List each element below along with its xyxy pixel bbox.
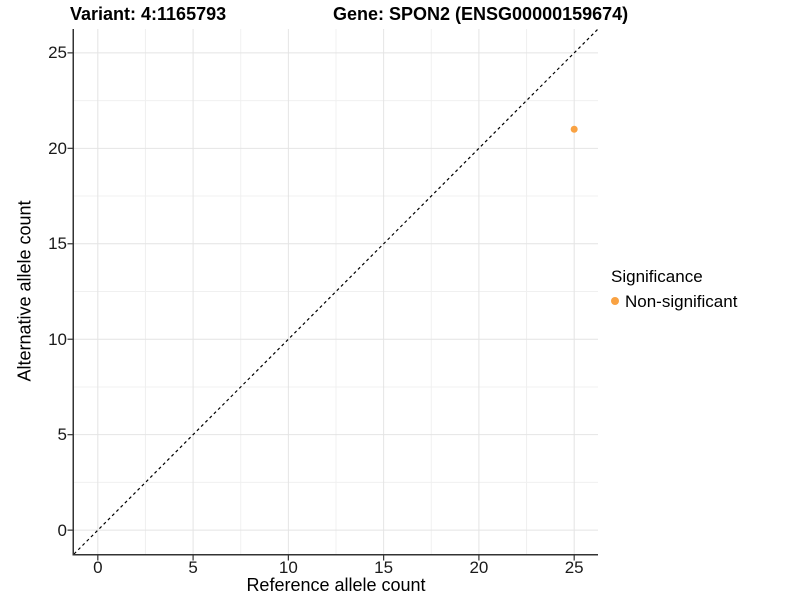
- y-tick-label: 10: [48, 329, 67, 349]
- legend-item-non-significant: Non-significant: [611, 293, 737, 310]
- y-tick-label: 15: [48, 234, 67, 254]
- x-tick-label: 15: [374, 558, 394, 577]
- y-axis-title: Alternative allele count: [14, 200, 35, 382]
- y-tick-label: 20: [48, 138, 67, 158]
- plot-title-variant: Variant: 4:1165793: [70, 4, 227, 24]
- identity-reference-line: [73, 28, 599, 555]
- y-tick-label: 0: [57, 520, 67, 540]
- legend-marker-icon: [611, 297, 619, 306]
- x-axis-title: Reference allele count: [246, 575, 426, 595]
- x-tick-label: 5: [188, 558, 198, 577]
- x-tick-label: 25: [564, 558, 584, 577]
- x-tick-label: 20: [469, 558, 489, 577]
- x-tick-label: 0: [93, 558, 103, 577]
- plot-title-gene: Gene: SPON2 (ENSG00000159674): [333, 4, 629, 24]
- legend-title: Significance: [611, 267, 703, 286]
- y-tick-label: 5: [57, 425, 67, 445]
- legend-item-label: Non-significant: [625, 291, 738, 311]
- legend: Significance Non-significant: [611, 267, 737, 310]
- x-tick-label: 10: [278, 558, 298, 577]
- y-tick-label: 25: [48, 43, 67, 63]
- data-point: [570, 125, 578, 133]
